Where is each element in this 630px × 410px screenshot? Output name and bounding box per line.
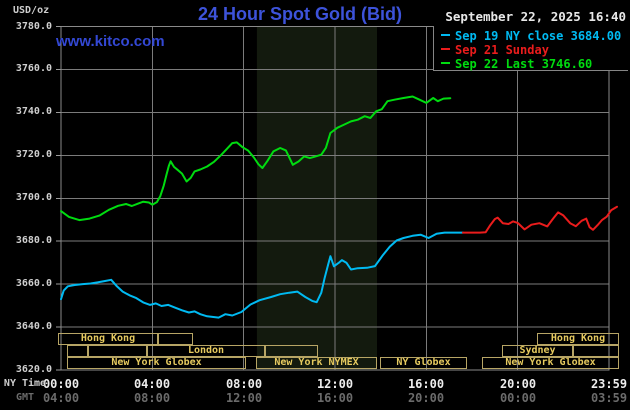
y-tick-label: 3720.0 — [15, 149, 52, 160]
session-box — [67, 345, 88, 357]
y-tick-label: 3700.0 — [15, 192, 52, 203]
x-tick-label-ny: 23:59 — [590, 377, 628, 391]
x-tick-label-gmt: 20:00 — [407, 391, 445, 405]
page-title: 24 Hour Spot Gold (Bid) — [198, 4, 402, 24]
x-tick-label-ny: 08:00 — [225, 377, 263, 391]
y-axis-unit-label: USD/oz — [13, 5, 50, 16]
price-line-2 — [60, 95, 452, 222]
x-tick-label-gmt: 04:00 — [42, 391, 80, 405]
y-tick-label: 3640.0 — [15, 321, 52, 332]
price-line-0 — [60, 231, 464, 319]
ny-time-axis-caption: NY Time — [3, 378, 47, 389]
y-tick-label: 3780.0 — [15, 21, 52, 32]
y-tick-label: 3620.0 — [15, 364, 52, 375]
x-tick-label-gmt: 16:00 — [316, 391, 354, 405]
session-box — [265, 345, 318, 357]
x-tick-label-gmt: 08:00 — [133, 391, 171, 405]
x-tick-label-ny: 04:00 — [133, 377, 171, 391]
legend-dash-icon — [441, 34, 450, 36]
x-tick-label-gmt: 03:59 — [590, 391, 628, 405]
chart-timestamp: September 22, 2025 16:40 — [445, 9, 626, 24]
session-box-ny-globex: NY Globex — [380, 357, 467, 369]
session-box-sydney: Sydney — [502, 345, 573, 357]
legend-dash-icon — [441, 62, 450, 64]
session-box — [573, 345, 619, 357]
legend-label: Sep 22 Last 3746.60 — [455, 57, 593, 71]
session-box-new-york-globex: New York Globex — [67, 357, 246, 369]
legend-dash-icon — [441, 48, 450, 50]
session-box-london: London — [147, 345, 265, 357]
session-box-hong-kong: Hong Kong — [537, 333, 619, 345]
session-box — [88, 345, 147, 357]
x-tick-label-gmt: 00:00 — [499, 391, 537, 405]
gmt-axis-caption: GMT — [15, 392, 35, 403]
x-tick-label-ny: 20:00 — [499, 377, 537, 391]
kitco-watermark-link[interactable]: www.kitco.com — [56, 33, 165, 50]
x-tick-label-ny: 00:00 — [42, 377, 80, 391]
session-box-hong-kong: Hong Kong — [58, 333, 158, 345]
price-line-1 — [461, 205, 618, 234]
y-tick-label: 3740.0 — [15, 106, 52, 117]
x-tick-label-gmt: 12:00 — [225, 391, 263, 405]
legend-label: Sep 21 Sunday — [455, 43, 549, 57]
y-tick-label: 3760.0 — [15, 63, 52, 74]
session-box — [158, 333, 193, 345]
legend-item: Sep 19 NY close 3684.00 — [441, 29, 628, 43]
plot-frame — [60, 26, 610, 371]
session-box-new-york-nymex: New York NYMEX — [256, 357, 377, 369]
y-tick-label: 3660.0 — [15, 278, 52, 289]
legend: Sep 19 NY close 3684.00 Sep 21 Sunday Sep … — [433, 26, 628, 71]
legend-item: Sep 22 Last 3746.60 — [441, 57, 628, 71]
session-box-new-york-globex: New York Globex — [482, 357, 619, 369]
y-tick-label: 3680.0 — [15, 235, 52, 246]
legend-item: Sep 21 Sunday — [441, 43, 628, 57]
legend-label: Sep 19 NY close 3684.00 — [455, 29, 622, 43]
x-tick-label-ny: 12:00 — [316, 377, 354, 391]
x-tick-label-ny: 16:00 — [407, 377, 445, 391]
